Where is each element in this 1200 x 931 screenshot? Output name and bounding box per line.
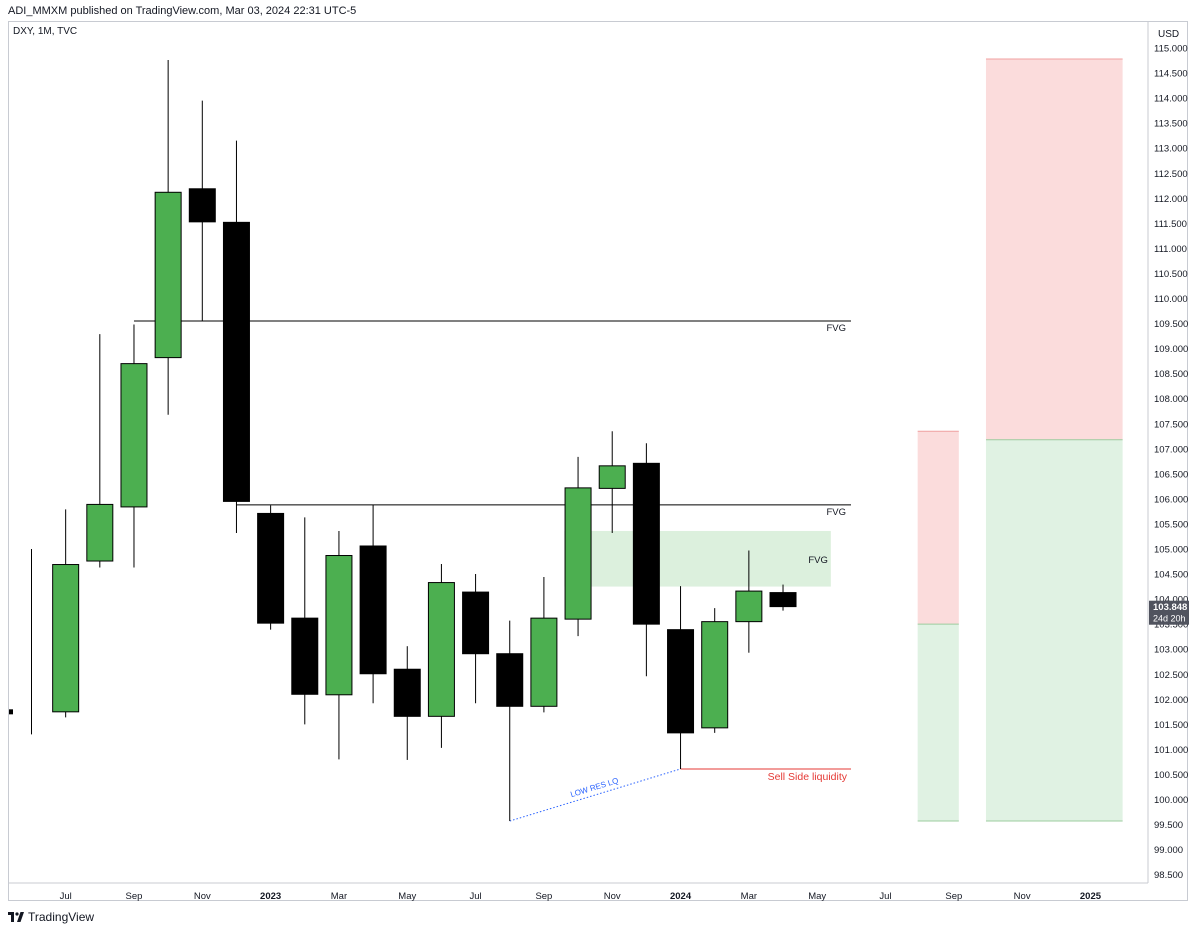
candle-body-bearish [291,617,319,695]
price-tick-label: 106.500 [1154,469,1188,480]
candle-body-bullish [86,503,114,562]
time-tick-label: May [398,891,416,902]
price-tick-label: 112.500 [1154,169,1188,180]
price-tick-label: 101.000 [1154,745,1188,756]
time-tick-label: Sep [535,891,552,902]
price-tick-label: 114.000 [1154,94,1188,105]
time-tick-label: Nov [194,891,211,902]
price-tick-label: 115.000 [1154,44,1188,55]
candle-body-bearish [359,545,387,675]
candles [9,60,797,822]
last-price-countdown: 24d 20h [1153,614,1186,624]
candle-body-bearish [496,653,524,707]
candle-body-bullish [154,191,182,359]
currency-label: USD [1158,29,1179,40]
price-tick-label: 105.500 [1154,519,1188,530]
time-tick-label: Mar [331,891,347,902]
tradingview-logo-icon [8,912,24,922]
price-tick-label: 106.000 [1154,494,1188,505]
price-tick-label: 107.500 [1154,419,1188,430]
price-tick-label: 110.000 [1154,294,1188,305]
price-axis: 115.000 114.500 114.000 113.500 113.000 112.5… [1147,22,1189,883]
time-tick-label: Sep [126,891,143,902]
symbol-label: DXY, 1M, TVC [13,26,77,37]
candle-body-bullish [427,582,455,717]
fvg-label: FVG [826,507,846,518]
candle-body-bullish [735,590,763,623]
price-tick-label: 102.500 [1154,670,1188,681]
price-tick-label: 112.000 [1154,194,1188,205]
time-tick-label: Nov [1014,891,1031,902]
price-tick-label: 103.000 [1154,645,1188,656]
price-tick-label: 110.500 [1154,269,1188,280]
time-tick-label: Jul [60,891,72,902]
price-tick-label: 113.000 [1154,144,1188,155]
publish-header: ADI_MMXM published on TradingView.com, M… [8,5,357,17]
price-tick-label: 100.000 [1154,795,1188,806]
price-tick-label: 102.000 [1154,695,1188,706]
low-res-lq-line [509,768,681,822]
time-tick-label: 2023 [260,891,281,902]
candle-body-bearish [222,221,250,502]
price-tick-label: 98.500 [1154,870,1183,881]
price-tick-label: 108.000 [1154,394,1188,405]
candle-body-bearish [769,592,797,608]
candle-body-bearish [393,668,421,717]
price-tick-label: 113.500 [1154,119,1188,130]
candle-body-bullish [120,363,148,508]
candle-body-partial [9,709,13,715]
candle-body-bullish [701,621,729,729]
candle-body-bearish [462,591,490,655]
price-tick-label: 114.500 [1154,69,1188,80]
fvg-label: FVG [826,323,846,334]
time-tick-label: Mar [741,891,757,902]
price-tick-label: 101.500 [1154,720,1188,731]
fvg-box [564,530,831,587]
price-tick-label: 111.500 [1154,219,1187,230]
price-tick-label: 103.500 [1154,620,1188,631]
candle-body-bullish [52,564,80,713]
candle-body-bearish [632,462,660,625]
price-tick-label: 104.000 [1154,595,1188,606]
price-tick-label: 104.500 [1154,570,1188,581]
sell-side-liquidity-label: Sell Side liquidity [768,771,848,783]
candle-body-bullish [530,617,558,707]
price-tick-label: 109.000 [1154,344,1188,355]
brand-label: TradingView [28,910,95,924]
price-tick-label: 107.000 [1154,444,1188,455]
price-tick-label: 99.000 [1154,845,1183,856]
chart-frame[interactable] [8,21,1188,901]
time-tick-label: Jul [879,891,891,902]
time-tick-label: 2025 [1080,891,1102,902]
time-tick-label: May [808,891,826,902]
time-axis: Jul Sep Nov 2023 Mar May Jul Sep Nov 2024 Mar May Ju… [9,882,1148,902]
price-tick-label: 100.500 [1154,770,1188,781]
price-tick-label: 108.500 [1154,369,1188,380]
price-tick-label: 111.000 [1154,244,1187,255]
time-tick-label: 2024 [670,891,692,902]
candle-body-bullish [598,465,626,489]
last-price-value: 103.848 [1153,602,1187,613]
time-tick-label: Jul [470,891,482,902]
candle-body-bearish [188,188,216,223]
position-zones [917,58,1123,822]
candle-body-bearish [667,629,695,734]
candle-body-bullish [564,487,592,620]
fvg-box-label: FVG [808,555,828,566]
candle-body-bullish [325,555,353,696]
last-price-tag [1149,600,1189,625]
time-tick-label: Nov [604,891,621,902]
price-tick-label: 99.500 [1154,820,1183,831]
target-zone [917,624,959,822]
stop-zone [917,431,959,625]
target-zone [985,439,1123,822]
time-tick-label: Sep [945,891,962,902]
price-tick-label: 109.500 [1154,319,1188,330]
price-tick-label: 105.000 [1154,545,1188,556]
candle-body-bearish [257,512,285,624]
stop-zone [985,59,1123,440]
tradingview-brand[interactable]: TradingView [8,910,94,924]
